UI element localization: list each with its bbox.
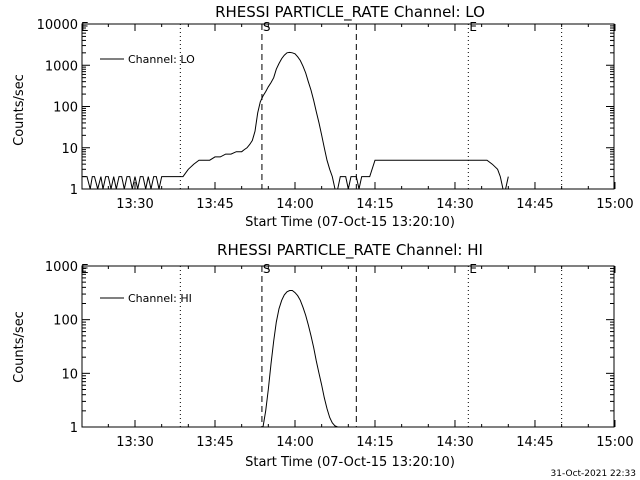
chart-title: RHESSI PARTICLE_RATE Channel: LO xyxy=(215,3,485,22)
plot-frame xyxy=(81,265,615,428)
x-tick-label: 14:45 xyxy=(516,197,553,212)
x-axis-label: Start Time (07-Oct-15 13:20:10) xyxy=(245,215,455,230)
legend-label: Channel: HI xyxy=(128,292,192,305)
lo-channel-panel: RHESSI PARTICLE_RATE Channel: LO Start T… xyxy=(12,3,634,230)
x-tick-label: 14:00 xyxy=(276,197,313,212)
x-tick-label: 14:30 xyxy=(436,435,473,450)
y-tick-label: 1 xyxy=(70,183,78,198)
y-tick-label: 10 xyxy=(61,142,78,157)
x-tick-label: 13:45 xyxy=(196,435,233,450)
x-tick-label: 13:30 xyxy=(116,435,153,450)
marker-label: E xyxy=(469,20,477,34)
x-tick-label: 14:00 xyxy=(276,435,313,450)
marker-label: E xyxy=(81,262,89,276)
marker-label: S xyxy=(263,262,271,276)
y-tick-label: 100 xyxy=(53,314,78,329)
y-tick-label: 1000 xyxy=(45,59,78,74)
y-axis-label: Counts/sec xyxy=(12,74,27,146)
y-tick-label: 1 xyxy=(70,421,78,436)
y-tick-label: 1000 xyxy=(45,260,78,275)
x-tick-label: 15:00 xyxy=(596,435,633,450)
chart-title: RHESSI PARTICLE_RATE Channel: HI xyxy=(217,241,483,260)
marker-label: E xyxy=(469,262,477,276)
x-tick-label: 15:00 xyxy=(596,197,633,212)
series-line-channel-lo xyxy=(82,51,509,190)
legend-label: Channel: LO xyxy=(128,53,195,66)
x-tick-label: 14:15 xyxy=(356,435,393,450)
y-axis-label: Counts/sec xyxy=(12,311,27,383)
timestamp: 31-Oct-2021 22:33 xyxy=(551,469,636,479)
x-tick-label: 13:30 xyxy=(116,197,153,212)
hi-channel-panel: RHESSI PARTICLE_RATE Channel: HI Start T… xyxy=(12,241,634,470)
plot-frame xyxy=(81,23,615,190)
series-line-channel-hi xyxy=(262,290,338,428)
marker-label: E xyxy=(81,20,89,34)
x-tick-label: 14:45 xyxy=(516,435,553,450)
y-tick-label: 10 xyxy=(61,367,78,382)
x-tick-label: 14:15 xyxy=(356,197,393,212)
y-tick-label: 100 xyxy=(53,101,78,116)
marker-label: S xyxy=(263,20,271,34)
y-tick-label: 10000 xyxy=(37,18,78,33)
x-tick-label: 13:45 xyxy=(196,197,233,212)
x-tick-label: 14:30 xyxy=(436,197,473,212)
x-axis-label: Start Time (07-Oct-15 13:20:10) xyxy=(245,455,455,470)
